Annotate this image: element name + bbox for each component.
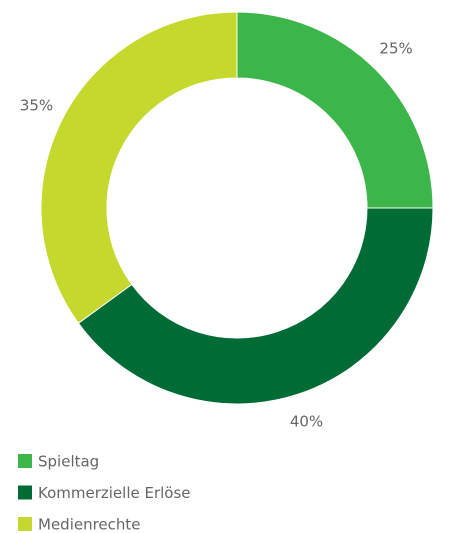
donut-segment	[77, 207, 434, 405]
legend-label: Kommerzielle Erlöse	[38, 484, 191, 502]
legend-label: Medienrechte	[38, 516, 141, 533]
legend-swatch	[18, 454, 32, 468]
legend-label: Spieltag	[38, 453, 99, 471]
donut-segment	[236, 11, 434, 209]
legend-swatch	[18, 485, 32, 500]
data-label: 25%	[379, 39, 412, 57]
legend-swatch	[18, 517, 32, 531]
data-label: 40%	[290, 412, 323, 430]
donut-segment	[40, 11, 238, 324]
data-label: 35%	[20, 96, 53, 114]
